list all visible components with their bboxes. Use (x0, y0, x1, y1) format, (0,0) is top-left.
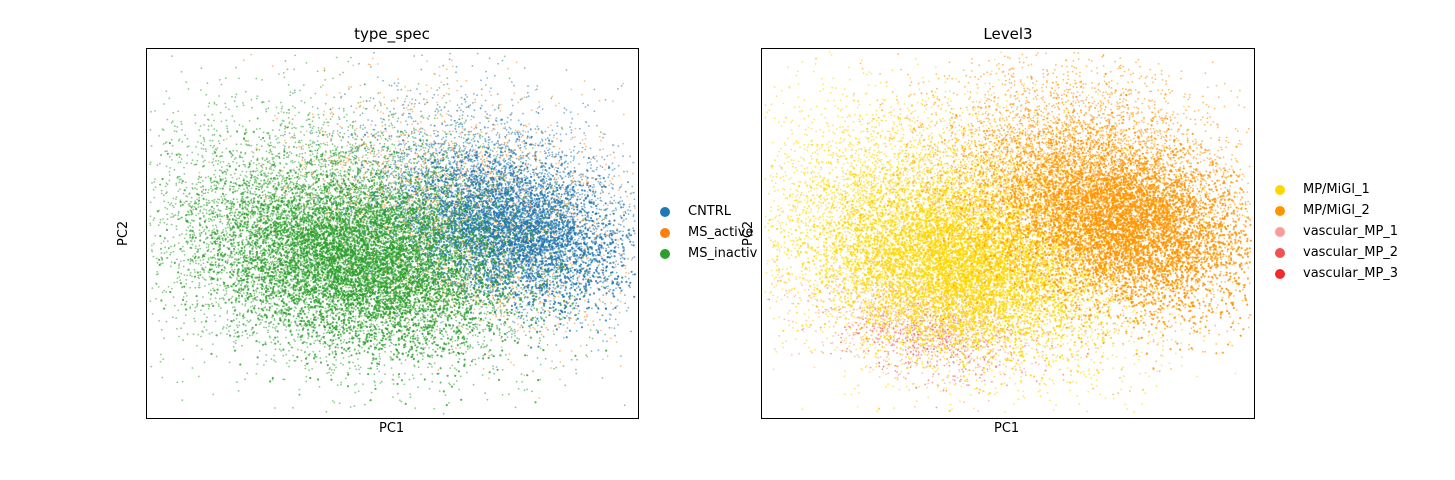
legend-label: MP/MiGl_2 (1303, 203, 1370, 218)
legend-label: vascular_MP_1 (1303, 224, 1398, 239)
legend-label: CNTRL (688, 204, 731, 219)
legend-label: vascular_MP_3 (1303, 266, 1398, 281)
legend-level3: MP/MiGl_1 MP/MiGl_2 vascular_MP_1 vascul… (1275, 179, 1398, 284)
x-axis-label-type-spec: PC1 (379, 421, 404, 436)
panel-type-spec (147, 49, 639, 419)
legend-label: MP/MiGl_1 (1303, 182, 1370, 197)
legend-label: MS_active (688, 225, 753, 240)
legend-item-cntrl: CNTRL (660, 201, 761, 222)
legend-marker-icon (660, 207, 670, 217)
legend-marker-icon (660, 249, 670, 259)
legend-label: MS_inactiv (688, 246, 757, 261)
panel-level3 (762, 49, 1255, 419)
legend-marker-icon (1275, 227, 1285, 237)
legend-marker-icon (660, 228, 670, 238)
legend-item-vascular-mp-3: vascular_MP_3 (1275, 263, 1398, 284)
legend-item-ms-inactive: MS_inactiv (660, 243, 761, 264)
chart-title-level3: Level3 (908, 25, 1108, 43)
chart-title-type-spec: type_spec (292, 25, 492, 43)
legend-marker-icon (1275, 248, 1285, 258)
legend-item-ms-active: MS_active (660, 222, 761, 243)
legend-marker-icon (1275, 206, 1285, 216)
legend-marker-icon (1275, 269, 1285, 279)
legend-item-mp-migl-1: MP/MiGl_1 (1275, 179, 1398, 200)
legend-item-mp-migl-2: MP/MiGl_2 (1275, 200, 1398, 221)
legend-type-spec: CNTRL MS_active MS_inactiv (660, 201, 761, 264)
x-axis-label-level3: PC1 (994, 421, 1019, 436)
y-axis-label-type-spec: PC2 (116, 221, 131, 246)
legend-item-vascular-mp-1: vascular_MP_1 (1275, 221, 1398, 242)
legend-marker-icon (1275, 185, 1285, 195)
legend-item-vascular-mp-2: vascular_MP_2 (1275, 242, 1398, 263)
legend-label: vascular_MP_2 (1303, 245, 1398, 260)
